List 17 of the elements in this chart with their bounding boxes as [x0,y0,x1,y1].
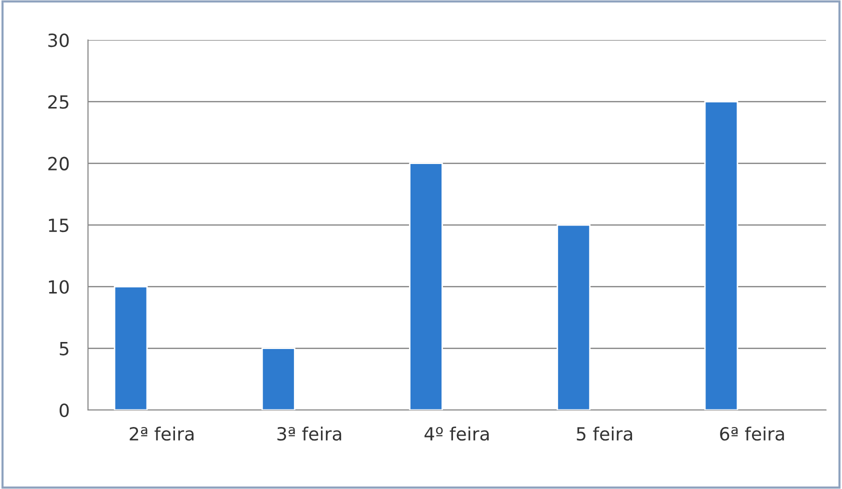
y-tick-label: 30 [48,33,69,48]
x-tick-label: 2ª feira [130,426,194,441]
x-tick-label: 4º feira [424,426,489,441]
y-tick-label: 0 [60,403,69,418]
x-tick-label: 5 feira [576,426,632,441]
y-tick-label: 20 [48,156,69,170]
bar [114,286,148,410]
y-tick-label: 25 [48,95,68,109]
bar [409,162,443,410]
bar [261,348,296,410]
y-tick-label: 10 [48,280,69,294]
y-tick-label: 5 [60,342,68,356]
bar [704,100,738,410]
x-tick-label: 6ª feira [720,426,784,441]
y-tick-label: 15 [48,218,68,232]
x-tick-label: 3ª feira [277,426,342,441]
bar [556,224,591,410]
